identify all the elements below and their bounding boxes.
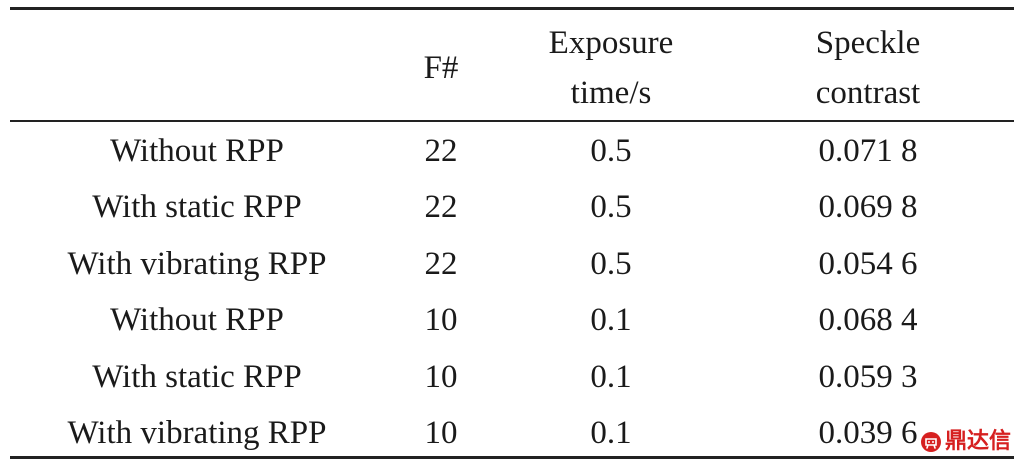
cell-contrast: 0.039 6	[818, 415, 918, 451]
cell-f-number: 22	[424, 246, 458, 282]
cell-exposure: 0.5	[590, 189, 632, 225]
cell-condition: With static RPP	[92, 359, 302, 395]
table-header-rule	[10, 120, 1014, 122]
cell-exposure: 0.1	[590, 415, 632, 451]
header-contrast-line1: Speckle	[815, 25, 921, 61]
cell-f-number: 22	[424, 133, 458, 169]
cell-exposure: 0.1	[590, 359, 632, 395]
header-contrast-line2: contrast	[815, 75, 921, 111]
cell-condition: Without RPP	[110, 133, 284, 169]
cell-f-number: 22	[424, 189, 458, 225]
header-exposure-line2: time/s	[570, 75, 652, 111]
cell-contrast: 0.069 8	[818, 189, 918, 225]
cell-f-number: 10	[424, 302, 458, 338]
cell-f-number: 10	[424, 359, 458, 395]
header-exposure-line1: Exposure	[548, 25, 674, 61]
cell-exposure: 0.5	[590, 246, 632, 282]
watermark: 鼎达信	[920, 429, 1011, 455]
cell-contrast: 0.068 4	[818, 302, 918, 338]
cell-exposure: 0.5	[590, 133, 632, 169]
cell-contrast: 0.059 3	[818, 359, 918, 395]
cell-condition: Without RPP	[110, 302, 284, 338]
cell-condition: With vibrating RPP	[67, 246, 327, 282]
table-top-rule	[10, 7, 1014, 10]
table-bottom-rule	[10, 456, 1014, 459]
cell-condition: With static RPP	[92, 189, 302, 225]
cell-f-number: 10	[424, 415, 458, 451]
cell-condition: With vibrating RPP	[67, 415, 327, 451]
cell-contrast: 0.071 8	[818, 133, 918, 169]
cell-exposure: 0.1	[590, 302, 632, 338]
header-f-number: F#	[423, 50, 459, 86]
watermark-text: 鼎达信	[945, 429, 1012, 454]
watermark-logo-icon	[921, 432, 941, 452]
cell-contrast: 0.054 6	[818, 246, 918, 282]
